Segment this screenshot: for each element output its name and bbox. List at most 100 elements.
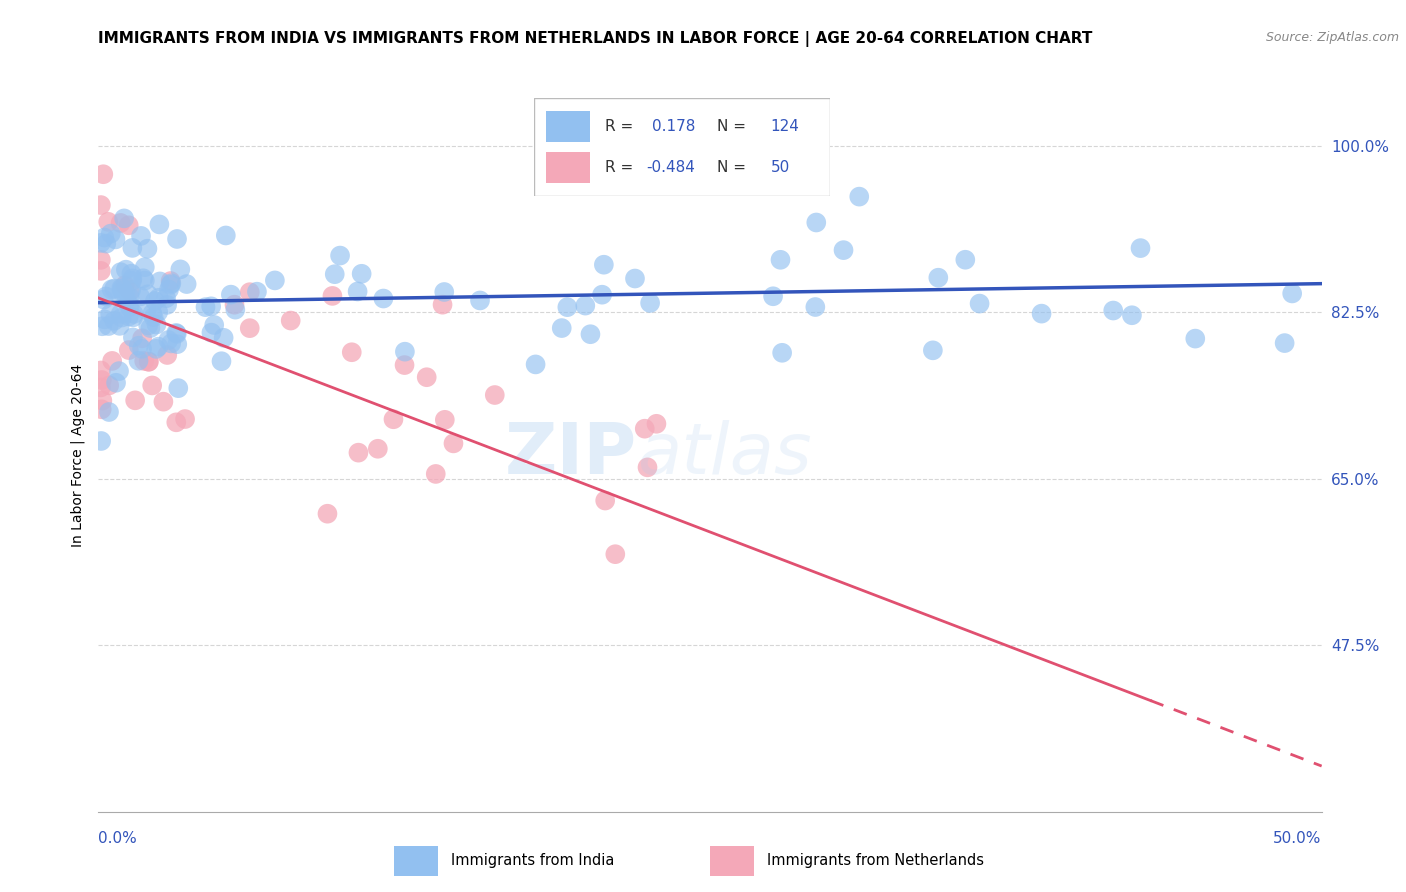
Point <box>118 310 141 324</box>
Point <box>224 302 246 317</box>
Point <box>806 215 828 229</box>
Point <box>118 300 141 314</box>
Text: -0.484: -0.484 <box>647 161 696 175</box>
Point <box>90 434 112 448</box>
Point <box>152 394 174 409</box>
Point <box>200 299 222 313</box>
Point <box>142 310 165 325</box>
Point <box>120 267 142 281</box>
Point <box>98 307 121 321</box>
Point <box>105 376 128 390</box>
Point <box>100 282 122 296</box>
Point <box>135 303 157 318</box>
Point <box>132 271 155 285</box>
Text: 50.0%: 50.0% <box>1274 831 1322 846</box>
Point <box>131 342 153 356</box>
Point <box>592 258 614 272</box>
Point <box>111 281 134 295</box>
Point <box>134 260 156 275</box>
Point <box>323 267 346 281</box>
Point <box>90 235 112 250</box>
Text: IMMIGRANTS FROM INDIA VS IMMIGRANTS FROM NETHERLANDS IN LABOR FORCE | AGE 20-64 : IMMIGRANTS FROM INDIA VS IMMIGRANTS FROM… <box>98 31 1092 47</box>
Text: N =: N = <box>717 161 747 175</box>
Point <box>591 287 613 301</box>
Point <box>141 378 163 392</box>
Point <box>415 370 437 384</box>
Point <box>848 189 870 203</box>
Point <box>638 296 661 310</box>
Point <box>138 354 160 368</box>
Point <box>90 363 112 377</box>
Point <box>90 373 112 387</box>
Point <box>118 290 141 304</box>
Point <box>194 300 217 314</box>
Text: 50: 50 <box>770 161 790 175</box>
Point <box>432 298 454 312</box>
Point <box>118 219 141 233</box>
Point <box>211 354 233 368</box>
Point <box>769 252 792 267</box>
Point <box>134 354 156 368</box>
Point <box>97 215 120 229</box>
Point <box>156 298 179 312</box>
Point <box>157 333 180 347</box>
Point <box>433 413 456 427</box>
Point <box>346 285 368 299</box>
Point <box>1184 332 1206 346</box>
Point <box>166 232 188 246</box>
Point <box>159 274 181 288</box>
Point <box>1274 336 1296 351</box>
Point <box>91 167 114 181</box>
Text: Immigrants from India: Immigrants from India <box>451 854 614 868</box>
Point <box>98 405 121 419</box>
Point <box>551 321 574 335</box>
Point <box>110 281 132 295</box>
Point <box>145 318 167 332</box>
Point <box>215 228 238 243</box>
Point <box>160 277 183 291</box>
Text: R =: R = <box>605 120 633 134</box>
Text: R =: R = <box>605 161 633 175</box>
Point <box>141 307 163 321</box>
Point <box>110 216 132 230</box>
Point <box>1281 286 1303 301</box>
Point <box>122 330 145 344</box>
Point <box>484 388 506 402</box>
Point <box>100 227 122 241</box>
Point <box>129 289 152 303</box>
Point <box>90 402 112 417</box>
Point <box>124 393 146 408</box>
Point <box>174 412 197 426</box>
Point <box>96 236 118 251</box>
Point <box>468 293 491 308</box>
Point <box>136 318 159 333</box>
Point <box>524 358 547 372</box>
Point <box>1129 241 1152 255</box>
Point <box>117 296 139 310</box>
Point <box>131 331 153 345</box>
Point <box>200 326 222 340</box>
Point <box>93 230 115 244</box>
Point <box>108 364 131 378</box>
Point <box>239 321 262 335</box>
Point <box>347 445 370 459</box>
Text: 0.178: 0.178 <box>652 120 696 134</box>
Point <box>219 287 242 301</box>
Point <box>128 353 150 368</box>
Point <box>321 289 343 303</box>
Point <box>157 283 180 297</box>
Point <box>160 336 183 351</box>
Point <box>394 358 416 372</box>
Point <box>316 507 339 521</box>
Point <box>246 285 269 299</box>
Point <box>145 342 167 356</box>
Point <box>165 326 187 340</box>
Point <box>104 232 127 246</box>
Point <box>264 273 287 287</box>
Point <box>605 547 627 561</box>
Point <box>94 289 117 303</box>
Point <box>139 321 162 335</box>
Point <box>367 442 389 456</box>
Point <box>103 282 125 296</box>
Point <box>637 460 659 475</box>
